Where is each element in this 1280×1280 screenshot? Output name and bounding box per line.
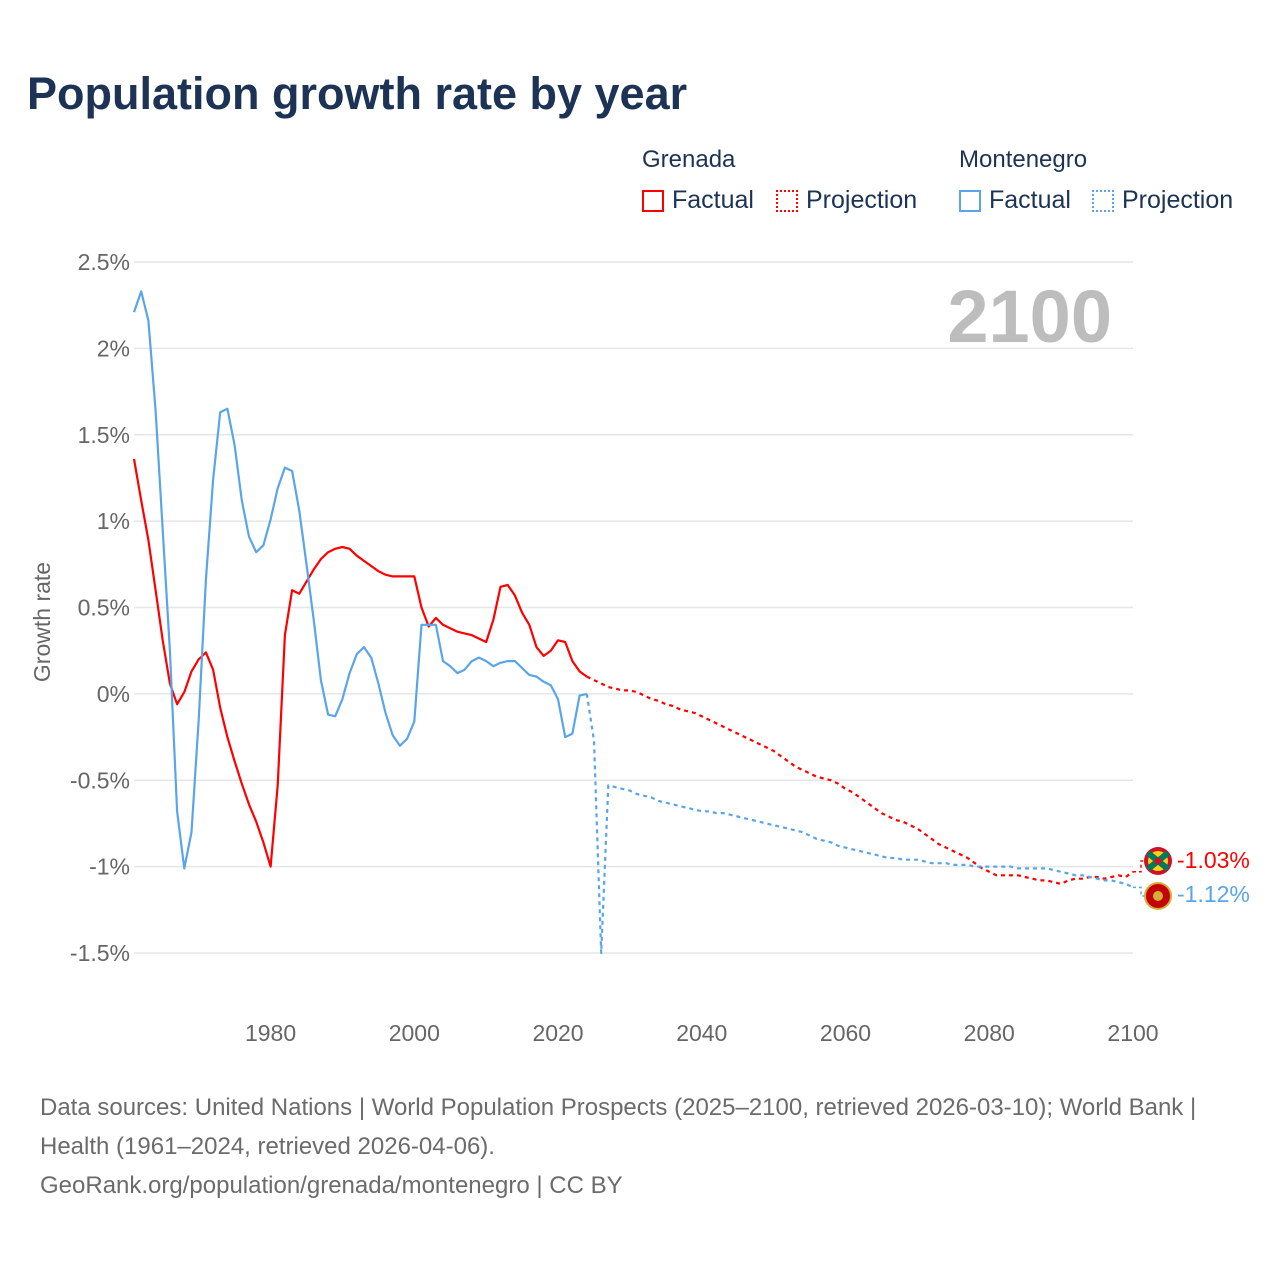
legend-swatch-dotted xyxy=(1092,189,1114,212)
montenegro-flag-icon xyxy=(1144,882,1172,910)
grenada-flag-icon xyxy=(1144,847,1172,875)
y-tick-label: 2.5% xyxy=(78,249,130,275)
legend-swatch-solid xyxy=(959,189,981,212)
legend-swatch-dotted xyxy=(776,189,798,212)
end-label-grenada: -1.03% xyxy=(1177,847,1250,873)
montenegro-label-connector xyxy=(1133,886,1144,897)
series-line-grenada-factual xyxy=(132,458,588,868)
source-link[interactable]: GeoRank.org/population/grenada/montenegr… xyxy=(40,1172,623,1199)
end-label-montenegro: -1.12% xyxy=(1177,881,1250,907)
legend-label: Projection xyxy=(1122,186,1234,214)
legend-group-montenegro: Montenegro xyxy=(959,146,1088,173)
y-tick-label: -0.5% xyxy=(70,767,130,793)
legend-label: Projection xyxy=(806,186,918,214)
legend-label: Factual xyxy=(672,186,754,214)
y-tick-label: 1.5% xyxy=(78,422,130,448)
y-tick-label: 0% xyxy=(97,681,130,707)
legend-grenada-projection[interactable]: Projection xyxy=(776,186,917,215)
x-tick-label: 2000 xyxy=(389,1020,440,1046)
legend-grenada-factual[interactable]: Factual xyxy=(642,186,754,215)
legend-swatch-solid xyxy=(642,189,664,212)
y-tick-label: 2% xyxy=(97,335,130,361)
y-tick-label: 1% xyxy=(97,508,130,534)
series-line-montenegro-projection xyxy=(585,693,1134,955)
x-tick-label: 2100 xyxy=(1107,1020,1158,1046)
legend-label: Factual xyxy=(989,186,1071,214)
y-tick-label: -1% xyxy=(89,854,130,880)
x-tick-label: 2060 xyxy=(820,1020,871,1046)
grenada-label-connector xyxy=(1133,860,1144,873)
x-tick-label: 1980 xyxy=(245,1020,296,1046)
chart-title: Population growth rate by year xyxy=(27,68,688,119)
footer: Data sources: United Nations | World Pop… xyxy=(40,1088,1240,1205)
legend-group-grenada: Grenada xyxy=(642,146,736,173)
data-sources: Data sources: United Nations | World Pop… xyxy=(40,1094,1197,1160)
x-tick-label: 2040 xyxy=(676,1020,727,1046)
legend-montenegro-factual[interactable]: Factual xyxy=(959,186,1071,215)
y-tick-label: -1.5% xyxy=(70,940,130,966)
series-line-grenada-projection xyxy=(586,675,1134,886)
series-line-montenegro-factual xyxy=(132,290,588,870)
x-tick-label: 2020 xyxy=(532,1020,583,1046)
y-axis-label: Growth rate xyxy=(29,562,55,682)
legend-montenegro-projection[interactable]: Projection xyxy=(1092,186,1233,215)
year-display: 2100 xyxy=(947,275,1112,358)
y-tick-label: 0.5% xyxy=(78,595,130,621)
x-tick-label: 2080 xyxy=(964,1020,1015,1046)
